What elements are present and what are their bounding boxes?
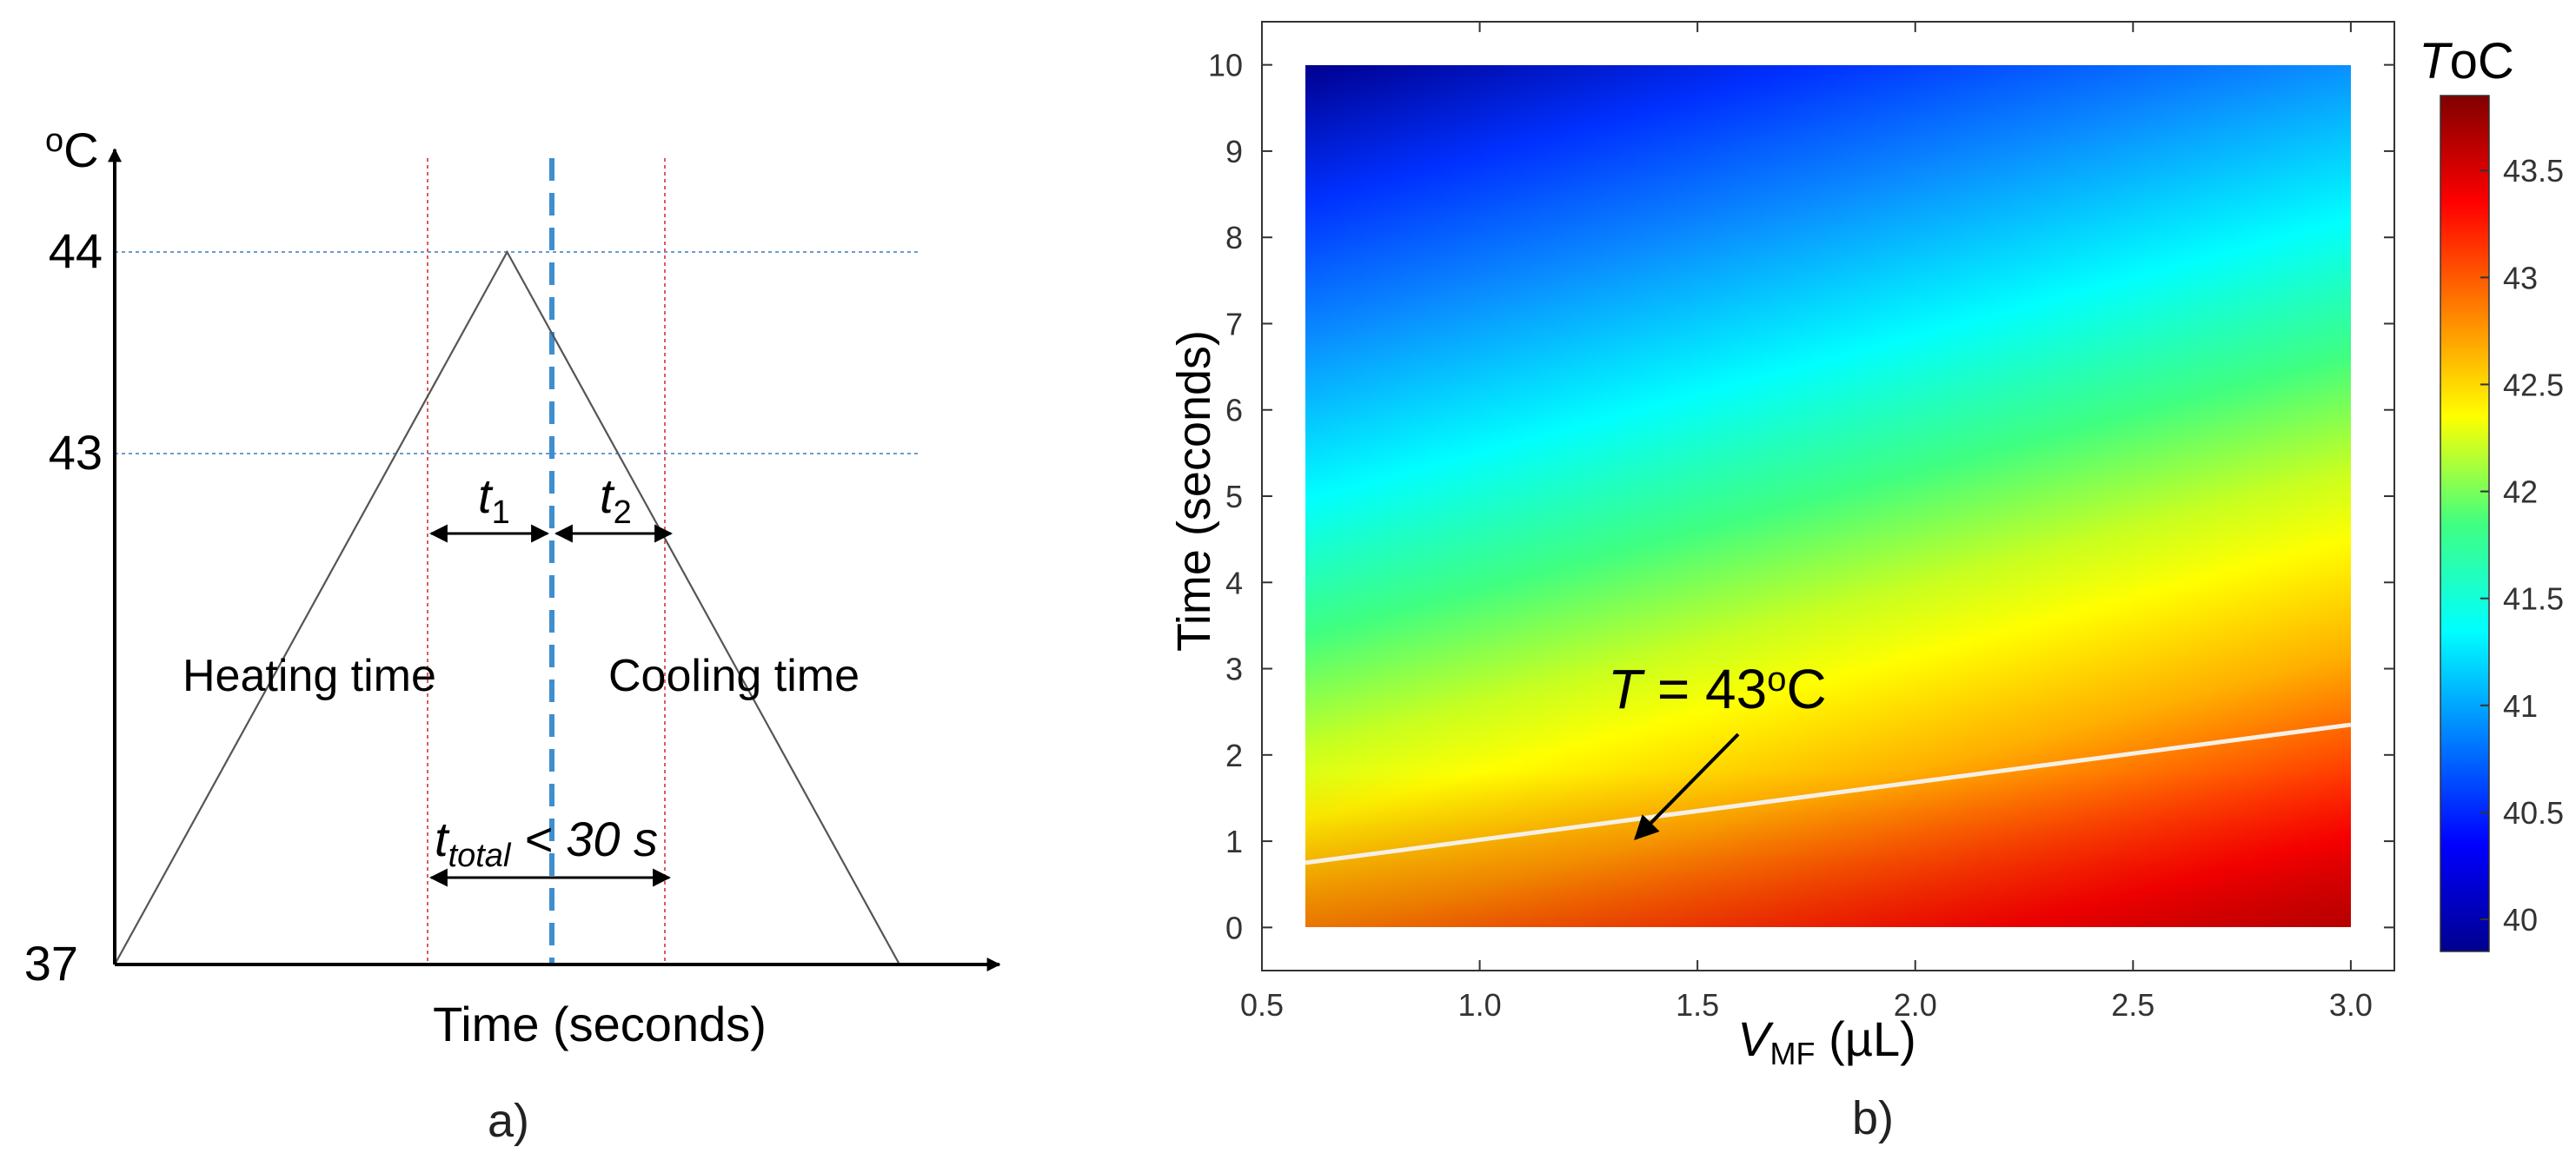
b-x-tick-label: 2.0 xyxy=(1894,987,1937,1023)
isotherm-43-line xyxy=(1305,722,2352,865)
colorbar-tick-label: 40.5 xyxy=(2503,795,2564,831)
b-y-tick-label: 1 xyxy=(1225,824,1243,859)
b-y-tick-label: 0 xyxy=(1225,910,1243,945)
isotherm-pointer-arrow xyxy=(1634,732,1740,840)
a-y-tick-label: 37 xyxy=(24,936,78,991)
b-y-tick-label: 8 xyxy=(1225,220,1243,255)
a-y-tick-label: 44 xyxy=(49,223,103,278)
colorbar-tick-label: 40 xyxy=(2503,902,2538,938)
b-y-tick-label: 2 xyxy=(1225,738,1243,773)
colorbar-tick-label: 42.5 xyxy=(2503,367,2564,402)
t1-label: t1 xyxy=(478,468,510,531)
b-x-axis-title: VMF (µL) xyxy=(1737,1011,1916,1071)
heatmap-region xyxy=(1305,64,2351,928)
b-y-tick-label: 5 xyxy=(1225,479,1243,514)
cooling-time-label: Cooling time xyxy=(608,651,860,701)
a-y-unit-label: oC xyxy=(45,123,99,177)
colorbar-tick-label: 43.5 xyxy=(2503,153,2564,189)
a-x-axis-title: Time (seconds) xyxy=(433,997,767,1051)
isotherm-label: T = 43oC xyxy=(1608,658,1827,720)
b-x-tick-label: 1.5 xyxy=(1676,987,1719,1023)
b-y-tick-label: 3 xyxy=(1225,652,1243,687)
b-x-tick-label: 3.0 xyxy=(2329,987,2373,1023)
total-time-label: ttotal < 30 s xyxy=(435,812,658,874)
b-axis-ticks: 0.5 1.0 1.5 2.0 2.5 3.0 0 1 2 3 4 5 6 7 8 9 10 xyxy=(1208,22,2394,1023)
a-y-tick-label: 43 xyxy=(49,425,103,480)
b-y-axis-title: Time (seconds) xyxy=(1168,330,1220,652)
t2-label: t2 xyxy=(600,468,632,531)
colorbar-ticks: 40 40.5 41 41.5 42 42.5 43 43.5 xyxy=(2480,153,2564,938)
b-y-tick-label: 6 xyxy=(1225,393,1243,428)
temperature-heatmap xyxy=(1305,64,2351,928)
b-x-tick-label: 2.5 xyxy=(2111,987,2154,1023)
heating-time-label: Heating time xyxy=(183,651,436,701)
colorbar-tick-label: 43 xyxy=(2503,260,2538,295)
b-y-tick-label: 9 xyxy=(1225,134,1243,169)
colorbar-tick-label: 42 xyxy=(2503,474,2538,510)
b-y-tick-label: 10 xyxy=(1208,48,1243,83)
b-x-tick-label: 1.0 xyxy=(1458,987,1502,1023)
b-y-tick-label: 4 xyxy=(1225,565,1243,600)
colorbar-tick-label: 41.5 xyxy=(2503,581,2564,617)
b-x-tick-label: 0.5 xyxy=(1240,987,1284,1023)
colorbar-title: ToC xyxy=(2419,33,2514,89)
panel-a-chart: oC 44 43 37 t1 t2 Heating time Cooling t… xyxy=(24,123,1001,1147)
b-y-tick-label: 7 xyxy=(1225,306,1243,341)
colorbar xyxy=(2440,95,2490,952)
panel-a-label: a) xyxy=(488,1095,529,1147)
temperature-profile-line xyxy=(114,249,900,965)
colorbar-tick-label: 41 xyxy=(2503,688,2538,724)
panel-b-label: b) xyxy=(1852,1092,1894,1144)
